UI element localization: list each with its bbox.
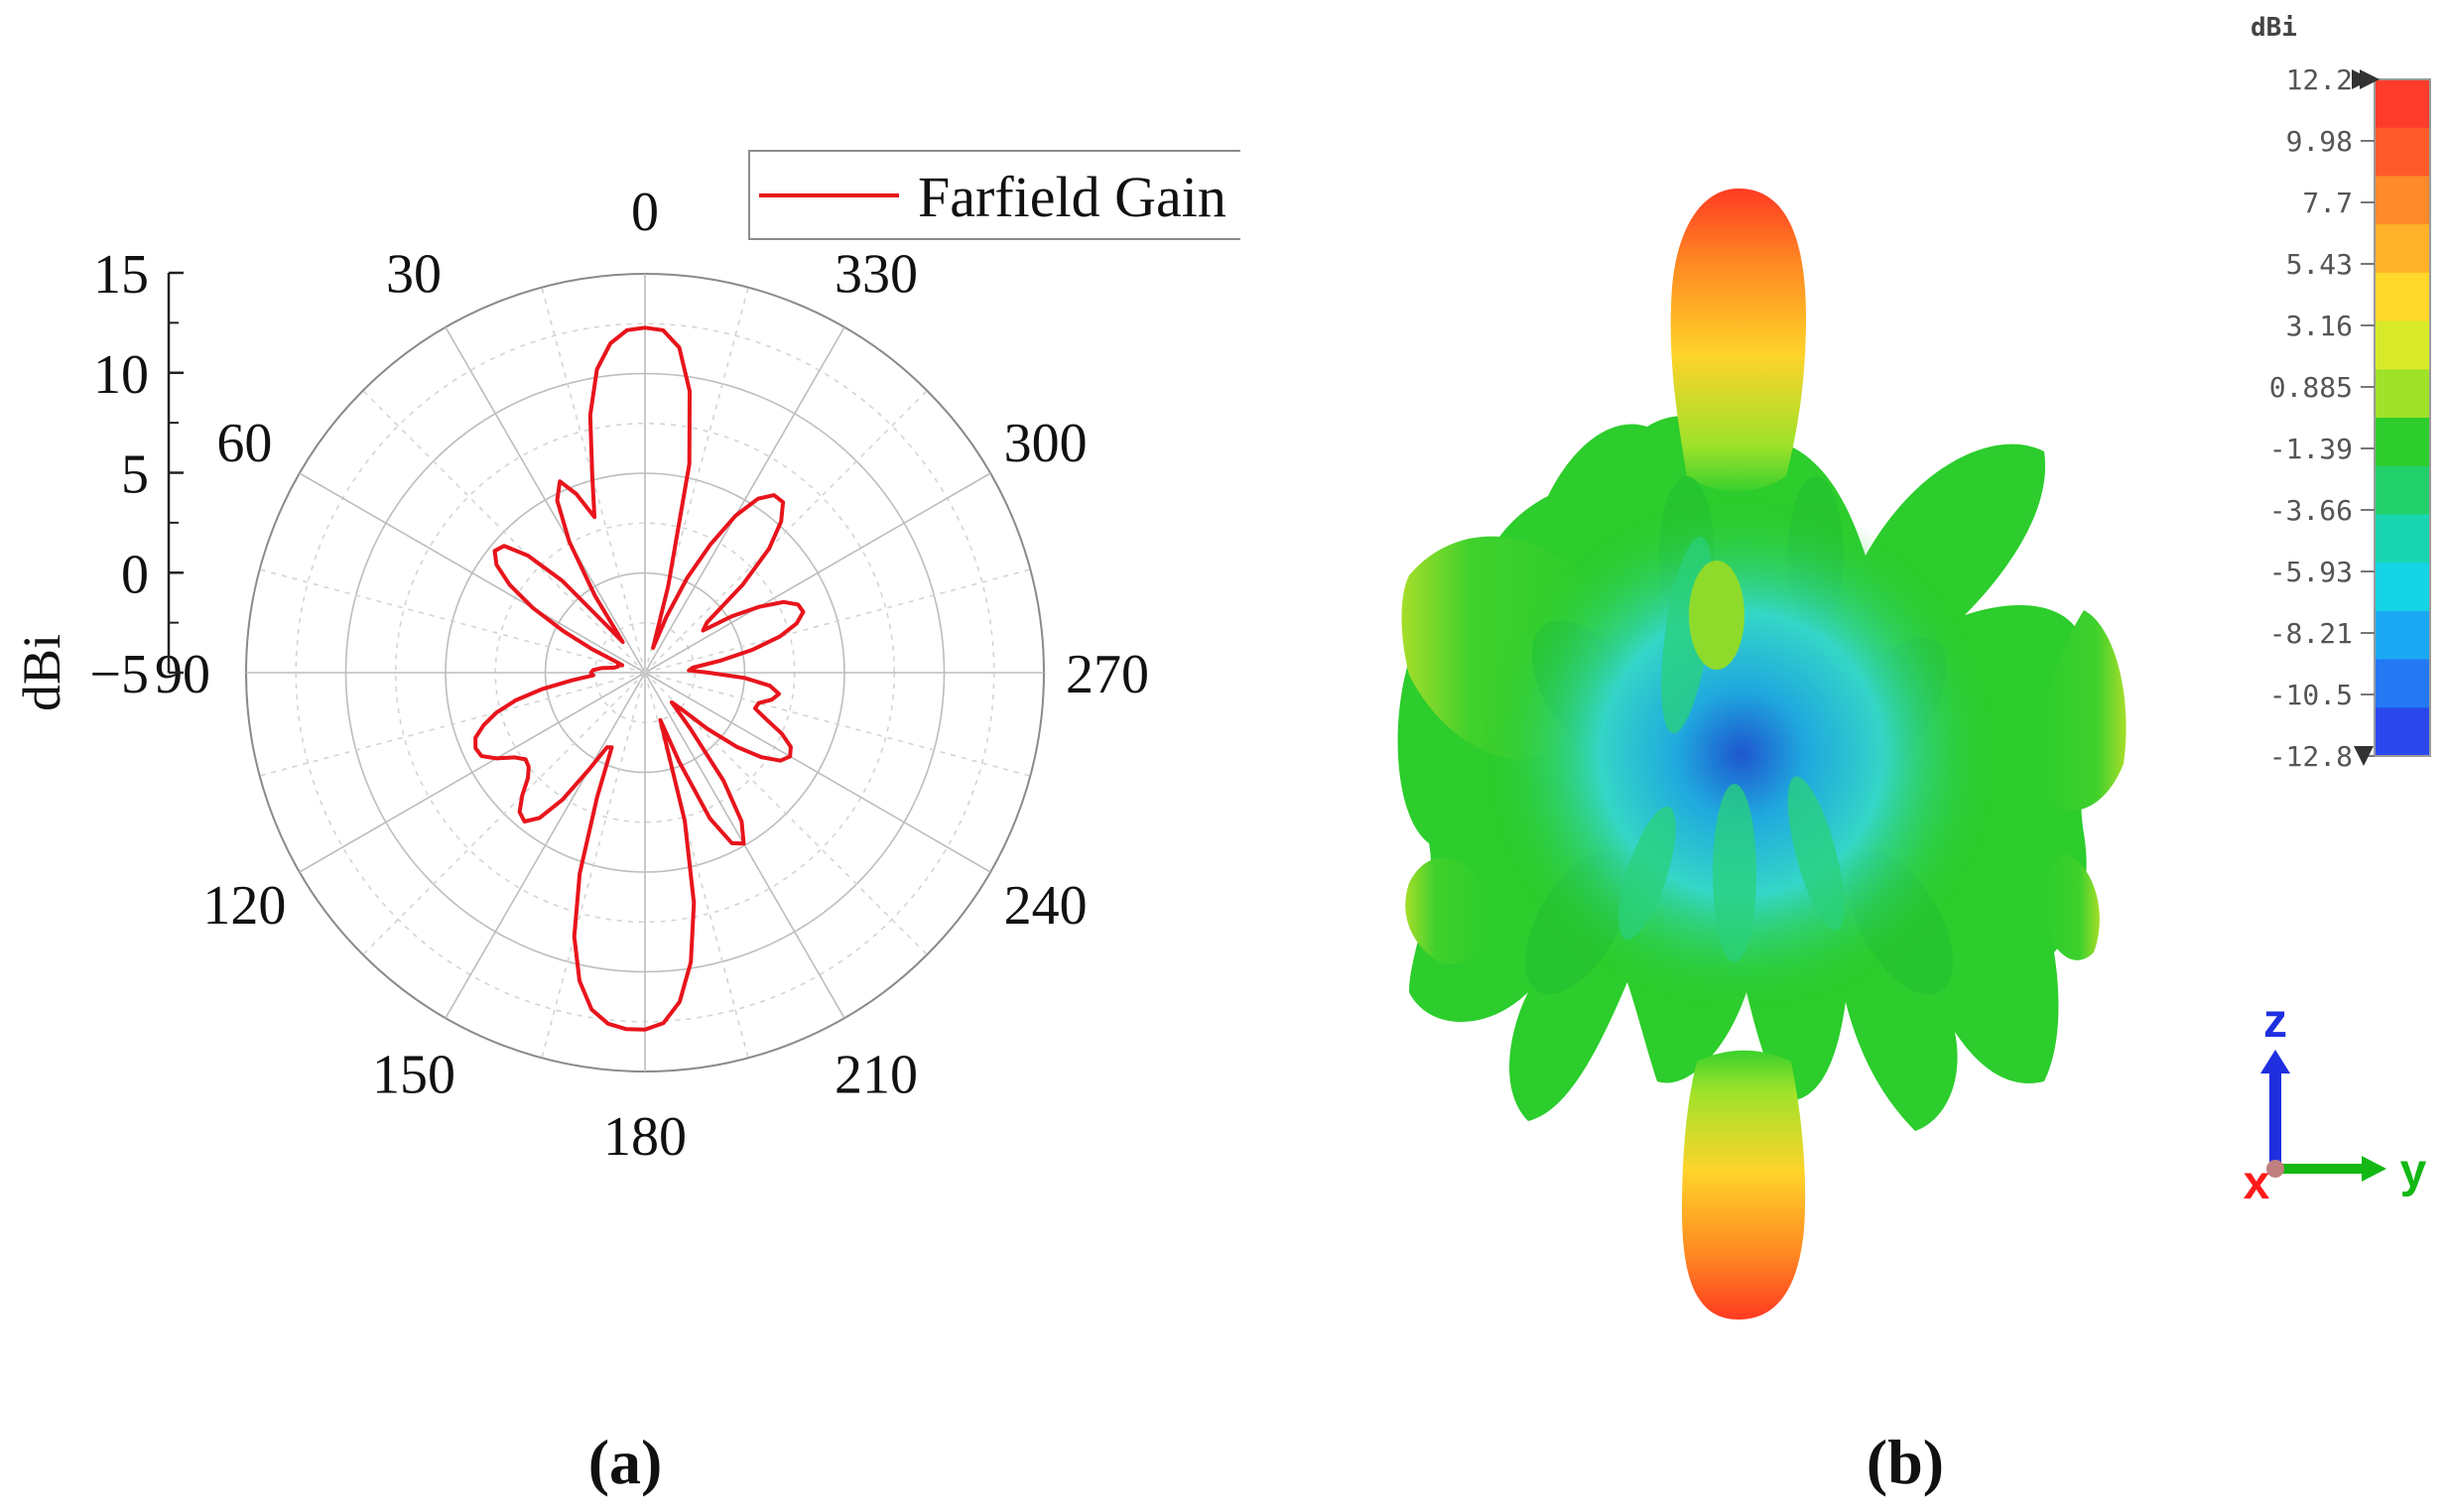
colorbar-tick-label: -5.93 [2269, 556, 2353, 588]
colorbar-swatch [2375, 610, 2430, 661]
colorbar-swatches [2375, 79, 2430, 757]
polar-spoke [644, 326, 845, 674]
angle-tick-label: 0 [631, 182, 659, 243]
polar-spoke [541, 672, 646, 1059]
angle-labels: 0 30 60 90 120 150 180 210 240 270 300 330 [155, 182, 1149, 1168]
polar-spoke [644, 672, 749, 1059]
polar-spoke [299, 472, 646, 674]
angle-tick-label: 30 [386, 243, 442, 305]
main-lobe-bottom [1682, 1050, 1806, 1320]
polar-spokes [246, 274, 1044, 1071]
farfield-body [1397, 416, 2087, 1132]
colorbar-tick-label: -10.5 [2269, 679, 2353, 711]
polar-spoke [445, 326, 646, 674]
colorbar-tick-label: 5.43 [2286, 248, 2353, 281]
colorbar-tick-label: 7.7 [2302, 187, 2353, 219]
colorbar: dBi 12.2 9.98 7.7 5.43 3.16 0.885 -1.39 -3.66 -5… [2251, 13, 2431, 773]
angle-tick-label: 180 [603, 1106, 687, 1168]
side-lobe-right [2040, 610, 2126, 811]
polar-spoke [644, 672, 845, 1019]
triad-label-x: x [2244, 1157, 2270, 1209]
angle-tick-label: 330 [835, 243, 918, 305]
radial-tick-label: 10 [93, 344, 149, 406]
colorbar-swatch [2375, 563, 2430, 612]
gain-trace [473, 325, 806, 1032]
triad-label-z: z [2263, 995, 2287, 1048]
polar-spoke [259, 672, 646, 777]
colorbar-swatch [2375, 224, 2430, 274]
polar-chart: 0 30 60 90 120 150 180 210 240 270 300 330 15 10 5 0 −5… [12, 150, 1240, 1497]
radial-tick-label: 5 [121, 444, 149, 506]
axes-triad: z x y [2244, 995, 2427, 1209]
colorbar-swatch [2375, 127, 2430, 177]
angle-tick-label: 270 [1066, 644, 1149, 705]
colorbar-unit: dBi [2251, 13, 2297, 43]
colorbar-tick-label: -3.66 [2269, 494, 2353, 527]
triad-label-y: y [2400, 1145, 2427, 1197]
colorbar-swatch [2375, 369, 2430, 419]
colorbar-frame [2374, 78, 2431, 757]
polar-spoke [644, 672, 1031, 777]
triad-y-arrowhead [2362, 1156, 2386, 1182]
colorbar-swatch [2375, 514, 2430, 564]
panel-label-b: (b) [1867, 1427, 1944, 1497]
radial-tick-label: 15 [93, 244, 149, 306]
polar-spoke [362, 672, 646, 955]
colorbar-swatch [2375, 465, 2430, 515]
angle-tick-label: 300 [1004, 413, 1088, 474]
main-lobe-top [1670, 189, 1806, 491]
colorbar-tick-label: -12.8 [2269, 740, 2353, 773]
side-lobe-left [1401, 536, 1601, 760]
triad-z-arrowhead [2260, 1050, 2290, 1073]
colorbar-tick-label: 12.2 [2286, 63, 2353, 96]
side-lobe-lower-left [1405, 857, 1490, 964]
radial-tick-label: 0 [121, 544, 149, 605]
angle-tick-label: 240 [1004, 875, 1088, 937]
polar-spoke [445, 672, 646, 1019]
core-stripes [1618, 536, 1845, 962]
radial-axis-title: dBi [12, 634, 71, 711]
colorbar-swatch [2375, 418, 2430, 467]
colorbar-tick-label: -1.39 [2269, 433, 2353, 465]
angle-tick-label: 210 [835, 1045, 918, 1106]
radial-axis: 15 10 5 0 −5 [89, 244, 184, 705]
colorbar-tick-label: 9.98 [2286, 125, 2353, 158]
core-bud [1689, 561, 1744, 670]
polar-spoke [644, 672, 991, 873]
colorbar-tick-label: 0.885 [2269, 371, 2353, 404]
colorbar-swatch [2375, 176, 2430, 225]
colorbar-swatch [2375, 79, 2430, 129]
radial-tick-label: −5 [89, 644, 149, 705]
triad-origin [2266, 1160, 2284, 1178]
farfield-core [1483, 496, 1999, 1012]
colorbar-min-marker [2354, 746, 2374, 766]
colorbar-tick-label: 3.16 [2286, 310, 2353, 342]
colorbar-swatch [2375, 659, 2430, 708]
colorbar-ticks: 12.2 9.98 7.7 5.43 3.16 0.885 -1.39 -3.66 -5.93 -… [2269, 63, 2375, 773]
colorbar-swatch [2375, 320, 2430, 370]
polar-spoke [644, 390, 928, 674]
angle-tick-label: 90 [155, 644, 210, 705]
radial-ticks: 15 10 5 0 −5 [89, 244, 184, 705]
panel-label-a: (a) [588, 1427, 663, 1497]
angle-tick-label: 120 [202, 875, 286, 937]
inner-petals [1525, 476, 1953, 995]
colorbar-swatch [2375, 707, 2430, 757]
polar-spoke [644, 472, 991, 674]
polar-spoke [644, 568, 1031, 674]
side-lobe-lower-right [2043, 853, 2100, 960]
colorbar-tick-label: -8.21 [2269, 617, 2353, 650]
angle-tick-label: 60 [216, 413, 272, 474]
polar-spoke [299, 672, 646, 873]
colorbar-swatch [2375, 272, 2430, 322]
polar-spoke [362, 390, 646, 674]
legend: Farfield Gain [748, 150, 1240, 240]
legend-label: Farfield Gain [918, 165, 1226, 229]
farfield-surface [1397, 189, 2126, 1320]
angle-tick-label: 150 [372, 1045, 455, 1106]
polar-spoke [259, 568, 646, 674]
colorbar-max-marker [2352, 69, 2380, 89]
